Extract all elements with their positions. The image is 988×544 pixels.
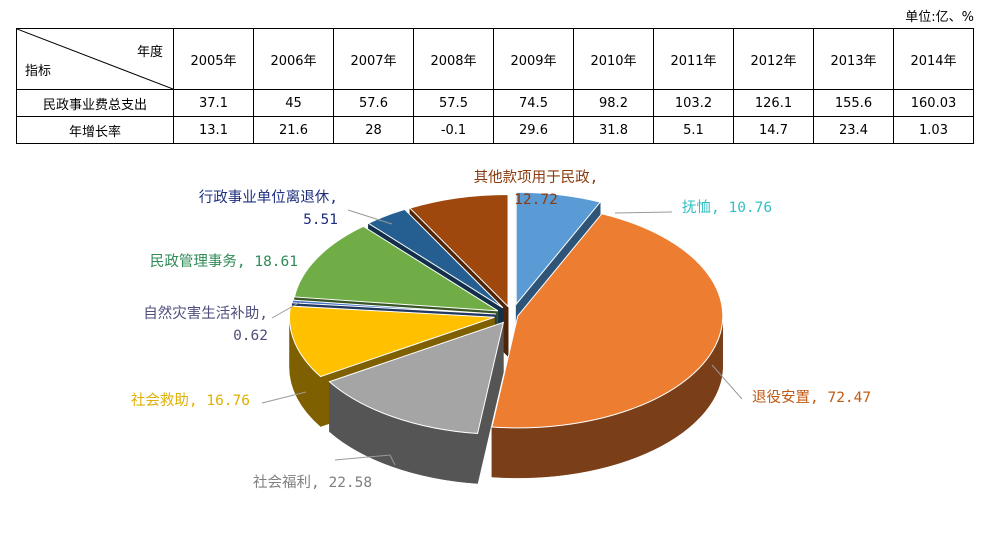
table-cell: 14.7 <box>733 116 814 144</box>
year-header: 2012年 <box>733 28 814 90</box>
pie-slice-3 <box>328 321 505 484</box>
table-cell: -0.1 <box>413 116 494 144</box>
year-header: 2006年 <box>253 28 334 90</box>
data-label: 退役安置, 72.47 <box>752 389 871 406</box>
table-cell: 31.8 <box>573 116 654 144</box>
table-cell: 98.2 <box>573 89 654 117</box>
year-header: 2014年 <box>893 28 974 90</box>
table-header-row: 年度 指标 2005年 2006年 2007年 2008年 2009年 2010… <box>16 28 974 90</box>
table-cell: 13.1 <box>173 116 254 144</box>
data-label: 其他款项用于民政, 12.72 <box>474 169 599 208</box>
leader-line <box>347 209 393 225</box>
table-cell: 28 <box>333 116 414 144</box>
table-cell: 29.6 <box>493 116 574 144</box>
pie-slice-2 <box>491 213 724 479</box>
table-cell: 5.1 <box>653 116 734 144</box>
data-label: 自然灾害生活补助, 0.62 <box>143 305 268 344</box>
table-row-growth-rate: 年增长率 13.1 21.6 28 -0.1 29.6 31.8 5.1 14.… <box>16 116 974 144</box>
unit-label: 单位:亿、% <box>905 10 974 25</box>
leader-line <box>614 211 673 214</box>
table-cell: 21.6 <box>253 116 334 144</box>
statistics-table: 年度 指标 2005年 2006年 2007年 2008年 2009年 2010… <box>16 28 974 144</box>
leader-line <box>711 364 743 400</box>
data-label: 社会福利, 22.58 <box>253 474 372 491</box>
year-header: 2013年 <box>813 28 894 90</box>
leader-line <box>334 454 396 466</box>
data-label: 社会救助, 16.76 <box>131 392 250 409</box>
year-header: 2009年 <box>493 28 574 90</box>
data-label: 行政事业单位离退休, 5.51 <box>199 189 338 228</box>
leader-line <box>261 391 307 404</box>
leader-line <box>271 300 303 319</box>
table-cell: 74.5 <box>493 89 574 117</box>
table-cell: 1.03 <box>893 116 974 144</box>
data-label: 民政管理事务, 18.61 <box>150 253 298 270</box>
table-cell: 155.6 <box>813 89 894 117</box>
table-corner-cell: 年度 指标 <box>16 28 174 90</box>
row-label: 年增长率 <box>16 116 174 144</box>
data-label: 抚恤, 10.76 <box>682 199 772 216</box>
corner-indicator-label: 指标 <box>25 64 52 79</box>
table-cell: 160.03 <box>893 89 974 117</box>
corner-year-label: 年度 <box>136 45 163 60</box>
table-cell: 57.6 <box>333 89 414 117</box>
table-cell: 103.2 <box>653 89 734 117</box>
corner-diagonal-line <box>17 29 173 89</box>
